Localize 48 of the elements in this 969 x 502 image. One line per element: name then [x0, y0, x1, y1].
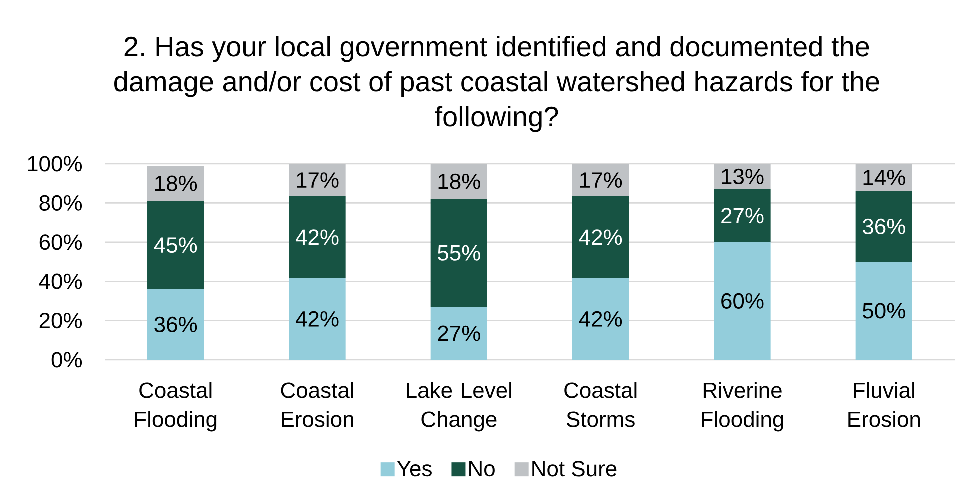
- x-tick-label: Coastal Flooding: [135, 382, 217, 432]
- y-tick-label: 60%: [40, 234, 82, 250]
- bar: [289, 278, 346, 360]
- legend-label: No: [470, 461, 495, 477]
- data-label: 42%: [296, 311, 339, 327]
- chart-title: 2. Has your local government identified and documented the damage and/or cost of past coastal watershed hazards for the following?: [114, 36, 880, 132]
- data-label: 14%: [864, 170, 906, 186]
- x-tick-label: Riverine Flooding: [702, 382, 784, 432]
- bar: [856, 191, 912, 262]
- bar: [714, 242, 771, 360]
- legend-label: Yes: [397, 461, 432, 477]
- legend-label: Not Sure: [532, 461, 617, 477]
- y-tick-label: 20%: [40, 312, 82, 329]
- data-label: 42%: [579, 311, 622, 327]
- bar: [572, 196, 630, 278]
- bar: [148, 289, 204, 360]
- data-label: 45%: [154, 238, 198, 254]
- x-tick-label: Coastal Storms: [564, 382, 637, 428]
- bar: [714, 189, 771, 242]
- x-tick-label: Fluvial Erosion: [848, 382, 920, 428]
- x-tick-label: Coastal Erosion: [281, 382, 354, 428]
- data-label: 18%: [156, 176, 198, 192]
- data-label: 17%: [580, 172, 622, 188]
- y-tick-label: 80%: [40, 195, 82, 211]
- bar: [430, 164, 488, 200]
- data-label: 36%: [862, 218, 906, 234]
- data-label: 18%: [438, 174, 480, 190]
- y-tick-label: 40%: [39, 274, 82, 290]
- data-label: 17%: [297, 172, 339, 188]
- data-label: 27%: [722, 208, 764, 224]
- data-label: 42%: [579, 230, 622, 246]
- bar: [572, 278, 630, 360]
- y-tick-label: 100%: [28, 156, 82, 172]
- data-label: 36%: [154, 316, 198, 332]
- y-tick-label: 0%: [52, 352, 82, 368]
- bar: [148, 201, 204, 290]
- data-label: 27%: [438, 326, 480, 342]
- bar: [856, 262, 912, 360]
- x-tick-label: Lake Level Change: [407, 382, 512, 432]
- bar: [430, 307, 488, 360]
- data-label: 50%: [863, 303, 906, 319]
- bar: [289, 164, 346, 197]
- data-label: 60%: [722, 293, 764, 309]
- bar: [289, 196, 346, 278]
- data-label: 13%: [722, 168, 764, 185]
- bar: [430, 199, 488, 308]
- data-label: 55%: [438, 245, 480, 261]
- data-label: 42%: [296, 230, 339, 246]
